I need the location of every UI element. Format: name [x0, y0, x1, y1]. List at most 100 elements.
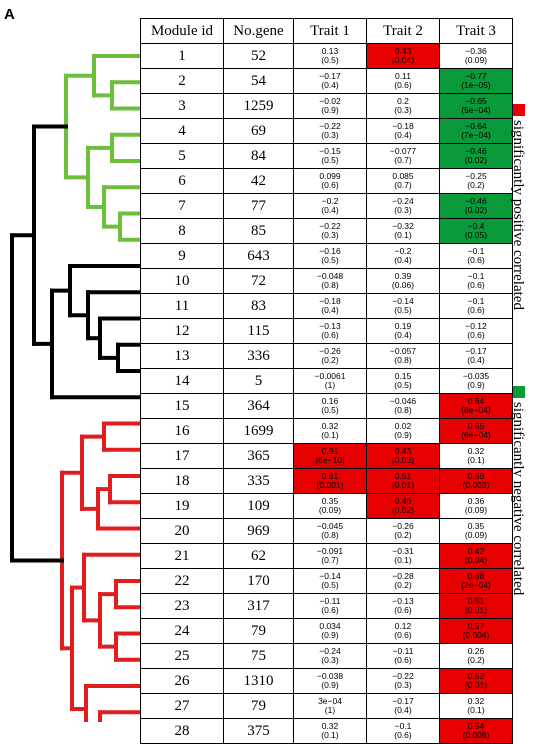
correlation-value: 0.11	[395, 70, 411, 81]
trait-3-cell: 0.64 (8e−04)	[439, 393, 513, 419]
header-module-id: Module id	[140, 18, 224, 44]
p-value: (0.5)	[321, 155, 339, 165]
correlation-value: −0.091	[316, 545, 344, 556]
table-row: 4 69 −0.22 (0.3) −0.18 (0.4) −0.64 (7e−04)	[140, 118, 513, 144]
gene-count-cell: 643	[223, 243, 294, 269]
correlation-value: −0.1	[467, 245, 485, 256]
correlation-value: 0.35	[321, 495, 339, 506]
correlation-value: 0.42	[467, 545, 485, 556]
trait-1-cell: −0.2 (0.4)	[293, 193, 367, 219]
module-id-cell: 17	[140, 443, 224, 469]
p-value: (0.5)	[321, 255, 339, 265]
trait-1-cell: −0.15 (0.5)	[293, 143, 367, 169]
p-value: (6e−04)	[461, 430, 491, 440]
correlation-value: −0.13	[392, 595, 414, 606]
p-value: (5e−04)	[461, 105, 491, 115]
trait-1-cell: 3e−04 (1)	[293, 693, 367, 719]
trait-2-cell: −0.046 (0.8)	[366, 393, 440, 419]
p-value: (0.6)	[321, 330, 339, 340]
module-id-cell: 21	[140, 543, 224, 569]
p-value: (0.01)	[391, 480, 415, 490]
p-value: (0.3)	[321, 230, 339, 240]
trait-1-cell: −0.0061 (1)	[293, 368, 367, 394]
header-trait-1: Trait 1	[293, 18, 367, 44]
trait-2-cell: 0.46 (0.02)	[366, 493, 440, 519]
p-value: (0.4)	[394, 705, 412, 715]
trait-2-cell: −0.2 (0.4)	[366, 243, 440, 269]
p-value: (0.004)	[462, 630, 490, 640]
module-id-cell: 19	[140, 493, 224, 519]
module-id-cell: 13	[140, 343, 224, 369]
module-id-cell: 7	[140, 193, 224, 219]
p-value: (0.6)	[394, 605, 412, 615]
correlation-value: −0.36	[465, 45, 487, 56]
correlation-value: −0.18	[392, 120, 414, 131]
trait-2-cell: −0.077 (0.7)	[366, 143, 440, 169]
correlation-value: −0.038	[316, 670, 344, 681]
gene-count-cell: 79	[223, 618, 294, 644]
table-row: 13 336 −0.26 (0.2) −0.057 (0.8) −0.17 (0.4)	[140, 343, 513, 369]
correlation-value: 0.36	[467, 495, 485, 506]
table-row: 25 75 −0.24 (0.3) −0.11 (0.6) 0.26 (0.2)	[140, 643, 513, 669]
trait-3-cell: 0.42 (0.04)	[439, 543, 513, 569]
gene-count-cell: 1310	[223, 668, 294, 694]
trait-3-cell: −0.035 (0.9)	[439, 368, 513, 394]
gene-count-cell: 109	[223, 493, 294, 519]
header-trait-3: Trait 3	[439, 18, 513, 44]
trait-1-cell: −0.091 (0.7)	[293, 543, 367, 569]
module-id-cell: 27	[140, 693, 224, 719]
trait-2-cell: 0.11 (0.6)	[366, 68, 440, 94]
trait-1-cell: 0.16 (0.5)	[293, 393, 367, 419]
p-value: (0.1)	[467, 455, 485, 465]
table-row: 3 1259 −0.02 (0.9) 0.2 (0.3) −0.65 (5e−04)	[140, 93, 513, 119]
p-value: (0.6)	[467, 255, 485, 265]
correlation-value: 0.19	[394, 320, 412, 331]
correlation-value: −0.16	[319, 245, 341, 256]
p-value: (0.5)	[321, 55, 339, 65]
trait-2-cell: 0.43 (0.04)	[366, 43, 440, 69]
p-value: (0.003)	[462, 480, 490, 490]
p-value: (0.9)	[321, 105, 339, 115]
trait-3-cell: −0.46 (0.02)	[439, 143, 513, 169]
correlation-value: −0.24	[319, 645, 341, 656]
correlation-value: 0.39	[394, 270, 412, 281]
gene-count-cell: 336	[223, 343, 294, 369]
p-value: (0.7)	[394, 155, 412, 165]
trait-2-cell: −0.18 (0.4)	[366, 118, 440, 144]
gene-count-cell: 42	[223, 168, 294, 194]
correlation-value: −0.2	[321, 195, 339, 206]
correlation-value: −0.11	[319, 595, 341, 606]
table-row: 18 335 0.61 (0.001) 0.51 (0.01) 0.59 (0.003)	[140, 468, 513, 494]
correlation-value: −0.2	[394, 245, 412, 256]
trait-1-cell: 0.32 (0.1)	[293, 718, 367, 744]
correlation-value: 0.43	[394, 45, 412, 56]
correlation-value: 0.91	[321, 445, 339, 456]
module-id-cell: 5	[140, 143, 224, 169]
gene-count-cell: 54	[223, 68, 294, 94]
p-value: (0.6)	[394, 630, 412, 640]
trait-2-cell: −0.31 (0.1)	[366, 543, 440, 569]
p-value: (0.3)	[394, 680, 412, 690]
gene-count-cell: 85	[223, 218, 294, 244]
correlation-value: −0.28	[392, 570, 414, 581]
trait-3-cell: 0.59 (0.003)	[439, 468, 513, 494]
table-row: 8 85 −0.22 (0.3) −0.32 (0.1) −0.4 (0.05)	[140, 218, 513, 244]
correlation-value: −0.11	[392, 645, 414, 656]
correlation-value: −0.22	[319, 220, 341, 231]
correlation-value: −0.46	[465, 195, 487, 206]
trait-3-cell: −0.64 (7e−04)	[439, 118, 513, 144]
correlation-value: 0.32	[467, 695, 485, 706]
header-trait-2: Trait 2	[366, 18, 440, 44]
p-value: (0.5)	[394, 380, 412, 390]
correlation-value: −0.1	[394, 720, 412, 731]
gene-count-cell: 83	[223, 293, 294, 319]
p-value: (0.01)	[464, 680, 488, 690]
table-row: 5 84 −0.15 (0.5) −0.077 (0.7) −0.46 (0.02)	[140, 143, 513, 169]
module-id-cell: 28	[140, 718, 224, 744]
trait-3-cell: 0.36 (0.09)	[439, 493, 513, 519]
correlation-value: −0.25	[465, 170, 487, 181]
p-value: (0.6)	[467, 280, 485, 290]
correlation-value: 0.51	[394, 470, 412, 481]
module-id-cell: 14	[140, 368, 224, 394]
correlation-value: −0.1	[467, 270, 485, 281]
